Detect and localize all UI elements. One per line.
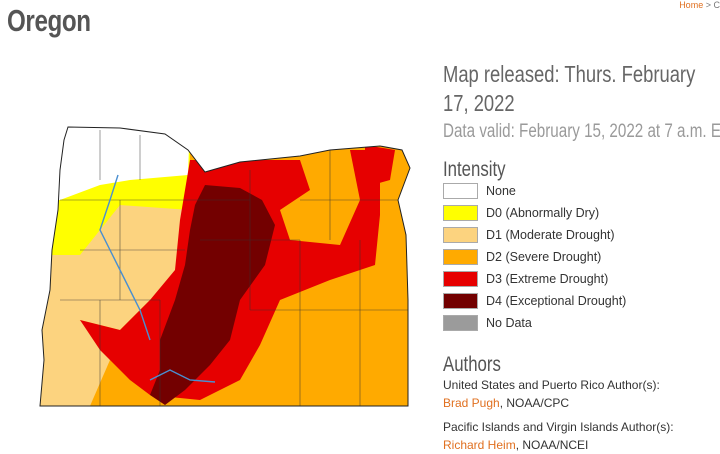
legend-row: None <box>443 180 626 202</box>
current-page: C <box>714 0 720 10</box>
author-heading: Pacific Islands and Virgin Islands Autho… <box>443 418 674 436</box>
legend: None D0 (Abnormally Dry) D1 (Moderate Drou… <box>443 180 626 334</box>
legend-label: D4 (Exceptional Drought) <box>486 294 626 308</box>
legend-row: D1 (Moderate Drought) <box>443 224 626 246</box>
legend-swatch <box>443 227 478 243</box>
legend-label: D3 (Extreme Drought) <box>486 272 608 286</box>
legend-row: D0 (Abnormally Dry) <box>443 202 626 224</box>
legend-label: D0 (Abnormally Dry) <box>486 206 599 220</box>
legend-title: Intensity <box>443 158 506 182</box>
breadcrumb: Home > C <box>679 0 720 10</box>
author-affiliation: , NOAA/CPC <box>500 396 569 410</box>
legend-swatch <box>443 249 478 265</box>
drought-map <box>0 115 420 415</box>
legend-swatch <box>443 293 478 309</box>
legend-label: D1 (Moderate Drought) <box>486 228 615 242</box>
legend-row: No Data <box>443 312 626 334</box>
legend-label: None <box>486 184 516 198</box>
separator: > <box>706 0 711 10</box>
map-released: Map released: Thurs. February 17, 2022 <box>443 60 707 118</box>
authors-title: Authors <box>443 353 501 377</box>
legend-swatch <box>443 315 478 331</box>
legend-row: D4 (Exceptional Drought) <box>443 290 626 312</box>
legend-swatch <box>443 183 478 199</box>
legend-swatch <box>443 271 478 287</box>
legend-label: No Data <box>486 316 532 330</box>
author-affiliation: , NOAA/NCEI <box>516 438 589 452</box>
data-valid: Data valid: February 15, 2022 at 7 a.m. … <box>443 121 720 143</box>
author-group: United States and Puerto Rico Author(s):… <box>443 376 660 412</box>
legend-swatch <box>443 205 478 221</box>
legend-row: D3 (Extreme Drought) <box>443 268 626 290</box>
author-group: Pacific Islands and Virgin Islands Autho… <box>443 418 674 454</box>
author-heading: United States and Puerto Rico Author(s): <box>443 376 660 394</box>
page-title: Oregon <box>7 3 91 39</box>
home-link[interactable]: Home <box>679 0 703 10</box>
legend-label: D2 (Severe Drought) <box>486 250 601 264</box>
author-link[interactable]: Richard Heim <box>443 438 516 452</box>
author-line: Richard Heim, NOAA/NCEI <box>443 436 674 454</box>
author-link[interactable]: Brad Pugh <box>443 396 500 410</box>
author-line: Brad Pugh, NOAA/CPC <box>443 394 660 412</box>
legend-row: D2 (Severe Drought) <box>443 246 626 268</box>
